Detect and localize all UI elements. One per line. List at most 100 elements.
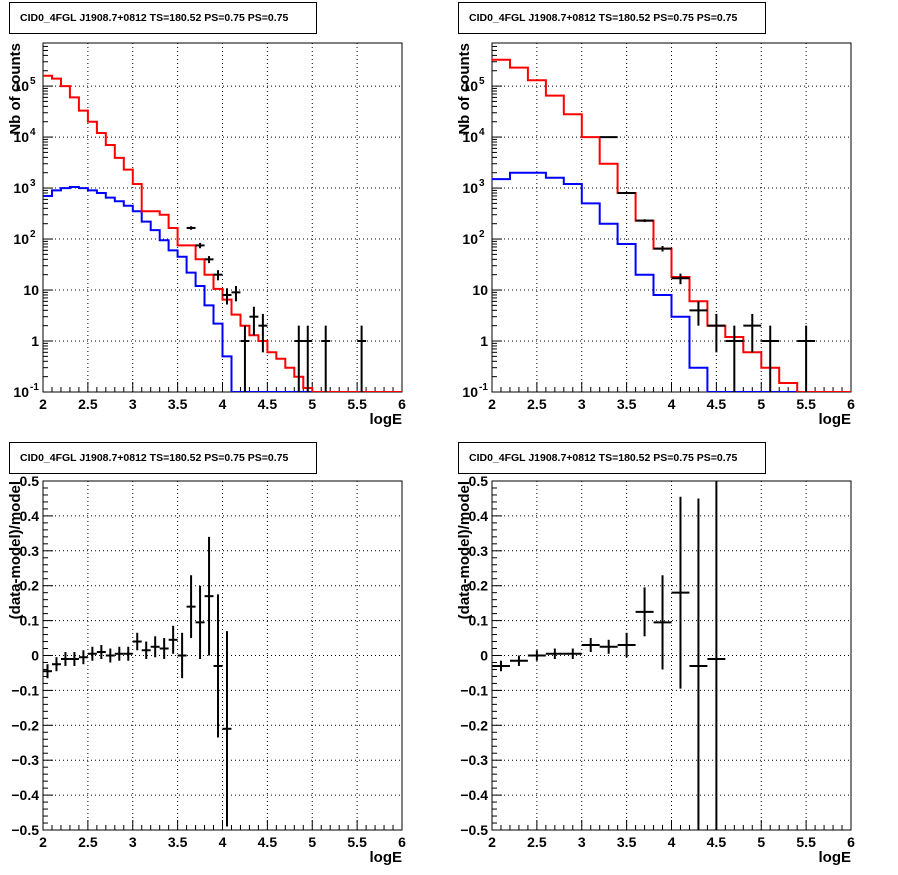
x-tick-labels: 2 2.5 3 3.5 4 4.5 5 5.5 6 bbox=[39, 396, 406, 412]
x-ticks bbox=[491, 820, 852, 830]
x-tick-label: 5.5 bbox=[796, 396, 816, 412]
y-tick-label: 10 bbox=[23, 282, 39, 298]
data-point bbox=[132, 632, 142, 651]
data-area bbox=[43, 536, 232, 827]
y-tick-label-exponent: 3 bbox=[30, 178, 36, 189]
y-tick-label-exponent: 4 bbox=[479, 127, 485, 138]
chart-panel-residuals-left: 2 2.5 3 3.5 4 4.5 5 5.5 6 −0.5 −0.4 −0.3 −0.2 −0.1 0 0.… bbox=[0, 437, 449, 874]
data-point bbox=[761, 325, 780, 392]
x-tick-label: 4 bbox=[219, 834, 227, 850]
data-point bbox=[204, 536, 214, 656]
data-point bbox=[78, 650, 88, 665]
chart-residuals-left: 2 2.5 3 3.5 4 4.5 5 5.5 6 −0.5 −0.4 −0.3 −0.2 −0.1 0 0.… bbox=[7, 473, 406, 866]
y-tick-label: −0.3 bbox=[460, 752, 488, 768]
data-point bbox=[671, 273, 690, 285]
y-tick-label: −0.5 bbox=[11, 822, 39, 838]
y-tick-label: 0.2 bbox=[469, 578, 489, 594]
x-tick-label: 2.5 bbox=[527, 396, 547, 412]
x-tick-label: 3.5 bbox=[168, 834, 188, 850]
x-tick-label: 6 bbox=[847, 834, 855, 850]
y-tick-label: 0.5 bbox=[469, 473, 489, 489]
data-point bbox=[725, 325, 744, 392]
x-tick-label: 4.5 bbox=[258, 834, 278, 850]
x-tick-label: 2.5 bbox=[78, 834, 98, 850]
y-tick-label: 10 bbox=[13, 180, 29, 196]
chart-title: CID0_4FGL J1908.7+0812 TS=180.52 PS=0.75… bbox=[458, 2, 766, 34]
data-point bbox=[141, 641, 151, 659]
data-point bbox=[258, 313, 268, 353]
data-point bbox=[177, 632, 187, 679]
x-tick-label: 5 bbox=[757, 834, 765, 850]
y-tick-label: 10 bbox=[472, 282, 488, 298]
series-step-line-0 bbox=[492, 171, 851, 392]
x-tick-label: 2 bbox=[488, 396, 496, 412]
y-tick-label: −0.2 bbox=[11, 717, 39, 733]
data-point bbox=[635, 219, 654, 223]
data-point bbox=[186, 226, 196, 230]
data-point bbox=[60, 652, 70, 666]
x-tick-label: 6 bbox=[847, 396, 855, 412]
data-point bbox=[321, 325, 331, 392]
x-tick-labels: 2 2.5 3 3.5 4 4.5 5 5.5 6 bbox=[488, 396, 855, 412]
data-point bbox=[195, 585, 205, 659]
data-point bbox=[563, 648, 582, 659]
y-tick-label: −0.1 bbox=[11, 682, 39, 698]
data-point bbox=[294, 325, 304, 392]
data-point bbox=[492, 660, 510, 672]
y-tick-label: 10 bbox=[462, 384, 478, 400]
x-tick-label: 4 bbox=[219, 396, 227, 412]
x-ticks bbox=[42, 382, 403, 392]
x-tick-label: 5.5 bbox=[796, 834, 816, 850]
data-point bbox=[303, 325, 313, 392]
y-tick-labels: −0.5 −0.4 −0.3 −0.2 −0.1 0 0.1 0.2 0.3 0.4 0.5 bbox=[11, 473, 39, 838]
data-point bbox=[222, 288, 232, 305]
chart-panel-counts-right: 2 2.5 3 3.5 4 4.5 5 5.5 6 10 -1 1 10 10 2 10 3 10 4 10 5 logE… bbox=[449, 0, 898, 437]
x-tick-label: 2.5 bbox=[78, 396, 98, 412]
chart-panel-counts-left: 2 2.5 3 3.5 4 4.5 5 5.5 6 10 -1 1 10 10 2 10 3 10 4 10 5 logE… bbox=[0, 0, 449, 437]
x-tick-label: 4.5 bbox=[707, 396, 727, 412]
data-point bbox=[653, 575, 672, 670]
x-tick-label: 5 bbox=[308, 396, 316, 412]
data-point bbox=[671, 496, 690, 689]
data-point bbox=[249, 306, 259, 336]
data-point bbox=[87, 646, 97, 661]
x-tick-label: 3 bbox=[578, 834, 586, 850]
y-tick-label: −0.1 bbox=[460, 682, 488, 698]
y-tick-label: 0.3 bbox=[469, 543, 489, 559]
y-ticks bbox=[492, 42, 502, 393]
data-point bbox=[159, 638, 169, 659]
data-point bbox=[105, 648, 115, 663]
y-tick-label-exponent: 3 bbox=[479, 178, 485, 189]
y-tick-label: 10 bbox=[13, 231, 29, 247]
y-ticks bbox=[492, 480, 502, 831]
x-ticks bbox=[42, 820, 403, 830]
data-point bbox=[581, 638, 600, 653]
y-tick-label-exponent: 5 bbox=[479, 76, 485, 87]
series-step-line-1 bbox=[492, 58, 851, 392]
data-point bbox=[231, 285, 241, 302]
x-tick-labels: 2 2.5 3 3.5 4 4.5 5 5.5 6 bbox=[488, 834, 855, 850]
data-point bbox=[635, 587, 654, 637]
x-tick-label: 6 bbox=[398, 396, 406, 412]
y-tick-label: 10 bbox=[462, 180, 478, 196]
x-tick-label: 4.5 bbox=[258, 396, 278, 412]
data-point bbox=[213, 594, 223, 738]
x-tick-label: 4.5 bbox=[707, 834, 727, 850]
y-axis-title: (data-model)/model bbox=[456, 481, 473, 619]
data-area bbox=[43, 74, 402, 392]
y-tick-label: 1 bbox=[31, 333, 39, 349]
y-tick-label: 10 bbox=[13, 78, 29, 94]
data-point bbox=[689, 498, 708, 830]
y-tick-label: 0.1 bbox=[20, 613, 40, 629]
y-tick-label: 10 bbox=[13, 384, 29, 400]
chart-residuals-right: 2 2.5 3 3.5 4 4.5 5 5.5 6 −0.5 −0.4 −0.3 −0.2 −0.1 0 0.… bbox=[456, 473, 855, 866]
x-tick-label: 3 bbox=[129, 396, 137, 412]
data-point bbox=[213, 270, 223, 281]
x-tick-label: 2 bbox=[39, 834, 47, 850]
series-step-line-0 bbox=[43, 186, 402, 392]
data-point bbox=[653, 246, 672, 252]
grid bbox=[43, 481, 402, 830]
